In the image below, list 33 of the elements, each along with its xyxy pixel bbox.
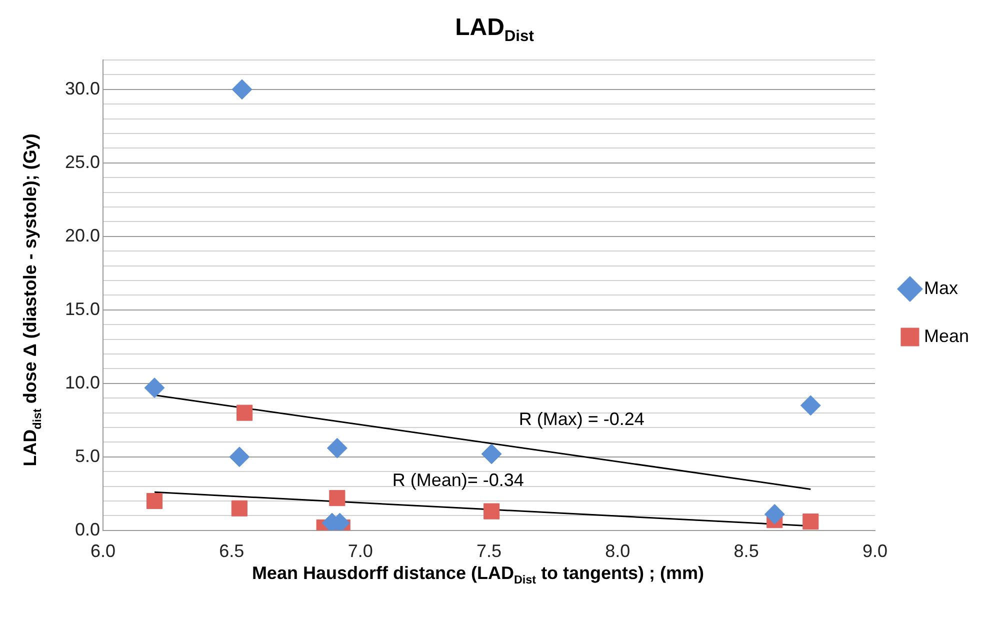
point [146,492,163,510]
y-tick-label: 10.0 [64,372,100,392]
y-tick-label: 30.0 [64,78,100,98]
point [229,446,250,468]
point [236,404,253,421]
y-tick-label: 25.0 [64,152,100,172]
y-tick-label: 0.0 [75,519,100,540]
point [232,79,252,100]
x-tick-label: 8.5 [734,541,759,562]
point [326,438,348,458]
x-tick-label: 7.0 [348,541,373,562]
chart-title: LAD$_{Dist}$ [454,14,535,46]
y-tick-label: 15.0 [64,298,100,319]
x-tick-label: 6.5 [219,541,244,562]
point [144,378,165,398]
y-tick-label: 20.0 [64,225,100,246]
x-tick-label: 6.0 [90,541,116,562]
legend-label: Max [924,278,958,298]
point [231,500,248,516]
x-tick-label: 7.5 [476,541,502,562]
legend-label: Mean [924,326,970,346]
point [329,490,346,506]
point [481,444,502,464]
x-tick-label: 8.0 [605,541,630,562]
annotation: R (Mean)= -0.34 [392,470,524,490]
point [764,504,785,524]
point [802,514,819,530]
annotation: R (Max) = -0.24 [518,408,644,429]
y-tick-label: 5.0 [75,446,100,466]
x-tick-label: 9.0 [862,541,888,562]
x-axis-title: Mean Hausdorff distance (LAD$_{Dist}$ to tangents) ; (mm) [250,563,706,587]
point [800,395,821,416]
point [484,503,500,520]
